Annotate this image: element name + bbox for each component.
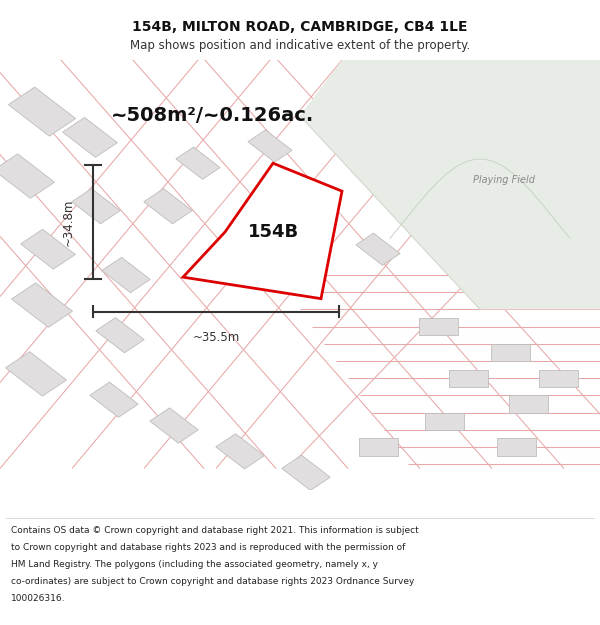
Bar [5,352,67,396]
Bar [72,189,120,224]
Text: to Crown copyright and database rights 2023 and is reproduced with the permissio: to Crown copyright and database rights 2… [11,543,405,552]
Text: co-ordinates) are subject to Crown copyright and database rights 2023 Ordnance S: co-ordinates) are subject to Crown copyr… [11,577,414,586]
Bar [509,396,548,412]
Bar [8,87,76,136]
Bar [419,318,458,335]
Text: Map shows position and indicative extent of the property.: Map shows position and indicative extent… [130,39,470,51]
Text: Playing Field: Playing Field [473,176,535,186]
Bar [539,369,577,387]
Bar [62,118,118,158]
Bar [248,130,292,162]
Polygon shape [183,163,342,299]
Bar [102,258,150,292]
Text: Contains OS data © Crown copyright and database right 2021. This information is : Contains OS data © Crown copyright and d… [11,526,419,535]
Bar [176,147,220,179]
Text: ~35.5m: ~35.5m [193,331,239,344]
Bar [216,434,264,469]
Text: ~34.8m: ~34.8m [61,199,74,246]
Bar [356,233,400,265]
Bar [491,344,530,361]
Text: 100026316.: 100026316. [11,594,65,602]
Bar [20,229,76,269]
Bar [0,154,55,198]
Text: 154B, MILTON ROAD, CAMBRIDGE, CB4 1LE: 154B, MILTON ROAD, CAMBRIDGE, CB4 1LE [132,20,468,34]
Bar [11,283,73,328]
Bar [449,369,487,387]
Bar [282,455,330,491]
Text: ~508m²/~0.126ac.: ~508m²/~0.126ac. [111,106,314,126]
Bar [497,438,536,456]
Bar [144,189,192,224]
Bar [90,382,138,418]
Bar [150,408,198,443]
Bar [425,412,464,430]
Bar [96,318,144,352]
Text: 154B: 154B [247,223,299,241]
Polygon shape [300,60,600,309]
Text: HM Land Registry. The polygons (including the associated geometry, namely x, y: HM Land Registry. The polygons (includin… [11,560,378,569]
Bar [359,438,398,456]
